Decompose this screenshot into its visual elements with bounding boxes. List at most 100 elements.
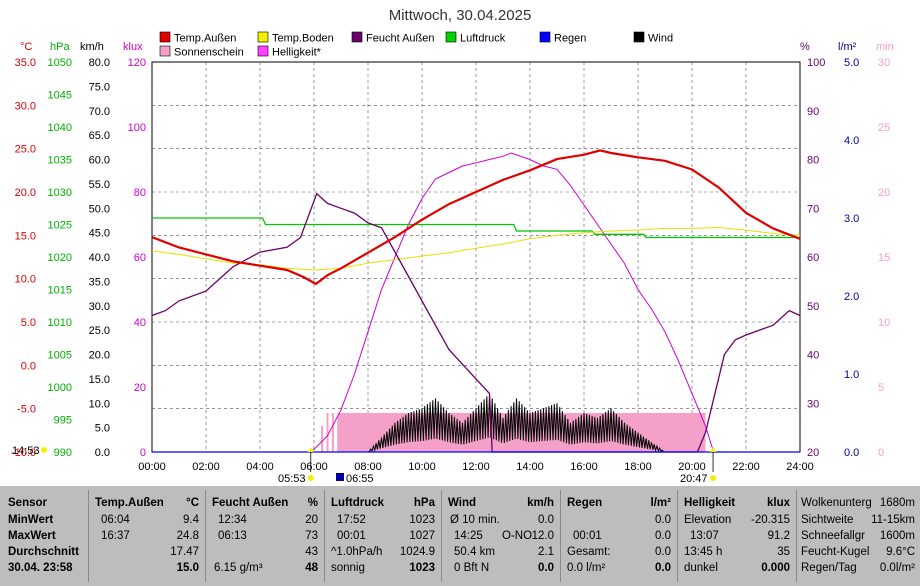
legend-swatch <box>257 45 269 57</box>
minwert-label: MinWert <box>8 514 54 526</box>
pct-tick: 90 <box>807 106 819 118</box>
legend-swatch <box>633 31 645 43</box>
rain-tick: 5.0 <box>844 57 859 69</box>
wind-distance: 50.4 km <box>454 546 495 558</box>
wind-max-value: 12.0 <box>531 530 554 542</box>
min-tick: 20 <box>878 187 890 199</box>
temp-tick: 5.0 <box>21 317 36 329</box>
x-tick: 16:00 <box>570 461 598 473</box>
wind-tick: 30.0 <box>89 301 110 313</box>
wind-tick: 65.0 <box>89 130 110 142</box>
x-tick: 04:00 <box>246 461 274 473</box>
wolkenunterg-label: Wolkenunterg <box>801 497 872 509</box>
temp-tick: -5.0 <box>17 404 36 416</box>
hpa-tick: 1035 <box>48 155 72 167</box>
unit-label: °C <box>20 41 32 53</box>
rain-tick: 4.0 <box>844 135 859 147</box>
current-time: 30.04. 23:58 <box>8 562 73 574</box>
wind-tick: 25.0 <box>89 325 110 337</box>
luft-forecast: sonnig <box>331 562 365 574</box>
wind-tick: 5.0 <box>95 423 110 435</box>
luft-header: Luftdruck <box>331 497 385 509</box>
unit-label: hPa <box>50 41 70 53</box>
temp-tick: 0.0 <box>21 360 36 372</box>
hell-state: dunkel <box>684 562 718 574</box>
hell-now-value: 0.000 <box>761 562 790 574</box>
wind-now-value: 0.0 <box>538 562 554 574</box>
moonrise-time: 14:53 <box>12 445 40 457</box>
temp-now-value: 15.0 <box>176 562 199 574</box>
temp-tick: 30.0 <box>15 100 36 112</box>
hpa-tick: 1000 <box>48 382 72 394</box>
legend: Temp.Außen Temp.Boden Feucht Außen Luftdruc… <box>159 31 673 59</box>
feucht-min-time: 12:34 <box>218 514 247 526</box>
helligkeit-line <box>310 152 715 453</box>
wind-tick: 50.0 <box>89 203 110 215</box>
wind-line <box>152 393 800 453</box>
klux-tick: 120 <box>128 57 146 69</box>
regen-now-value: 0.0 <box>655 562 671 574</box>
sichtweite-value: 11-15km <box>871 514 915 526</box>
regen-now-label: 0.0 l/m² <box>567 562 606 574</box>
hpa-tick: 1045 <box>48 90 72 102</box>
hell-unit: klux <box>766 497 790 509</box>
wind-tick: 15.0 <box>89 374 110 386</box>
temp-max-value: 24.8 <box>176 530 199 542</box>
stats-panel: Sensor MinWert MaxWert Durchschnitt 30.0… <box>0 486 920 586</box>
plot-area <box>151 149 801 453</box>
pct-tick: 20 <box>807 447 819 459</box>
regen-unit: l/m² <box>650 497 671 509</box>
wind-max-time: 14:25 <box>454 530 483 542</box>
col-regen: Regen l/m² 0.0 00:01 0.0 Gesamt: 0.0 0.0 l/… <box>560 490 677 582</box>
col-luftdruck: Luftdruck hPa 17:52 1023 00:01 1027 ^1.0hPa… <box>324 490 441 582</box>
pct-tick: 70 <box>807 203 819 215</box>
legend-label: Feucht Außen <box>366 33 435 45</box>
regen-max-time: 00:01 <box>573 530 602 542</box>
wind-beaufort: 0 Bft N <box>454 562 490 574</box>
legend-swatch <box>159 45 171 57</box>
sonnenschein-bar <box>342 413 345 452</box>
durchschnitt-label: Durchschnitt <box>8 546 79 558</box>
temp-min-time: 06:04 <box>101 514 130 526</box>
x-tick: 10:00 <box>408 461 436 473</box>
klux-tick: 0 <box>140 447 146 459</box>
temp-tick: 10.0 <box>15 274 36 286</box>
klux-tick: 80 <box>134 187 146 199</box>
temp-unit: °C <box>186 497 199 509</box>
luft-max-time: 00:01 <box>337 530 366 542</box>
wind-avg-label: Ø 10 min. <box>450 514 500 526</box>
luft-min-value: 1023 <box>409 514 435 526</box>
feucht-abs-humidity: 6.15 g/m³ <box>214 562 263 574</box>
axis-units: °C hPa km/h klux% l/m² min <box>20 41 894 53</box>
feucht-kugel-label: Feucht-Kugel <box>801 546 870 558</box>
min-tick: 25 <box>878 122 890 134</box>
temp-tick: 35.0 <box>15 57 36 69</box>
hpa-tick: 1025 <box>48 220 72 232</box>
sonnenschein-bar <box>331 413 334 452</box>
x-tick: 14:00 <box>516 461 544 473</box>
col-sensor: Sensor MinWert MaxWert Durchschnitt 30.0… <box>0 490 87 582</box>
hell-max-value: 91.2 <box>767 530 790 542</box>
wind-direction: O-NO <box>502 530 533 542</box>
sensor-header: Sensor <box>8 497 47 509</box>
sunset-time: 20:47 <box>680 473 708 485</box>
hell-elevation-label: Elevation <box>684 514 732 526</box>
temp-avg-value: 17.47 <box>170 546 199 558</box>
wolkenunterg-value: 1680m <box>879 497 915 509</box>
pct-tick: 40 <box>807 350 819 362</box>
legend-label: Sonnenschein <box>174 47 244 59</box>
luft-avg-value: 1024.9 <box>399 546 435 558</box>
wind-tick: 20.0 <box>89 350 110 362</box>
wind-tick: 10.0 <box>89 398 110 410</box>
regen-total-value: 0.0 <box>655 546 671 558</box>
rain-tick: 2.0 <box>844 291 859 303</box>
x-tick: 08:00 <box>354 461 382 473</box>
wind-header: Wind <box>448 497 476 509</box>
x-tick: 18:00 <box>624 461 652 473</box>
schneefallgr-label: Schneefallgr <box>801 530 865 542</box>
legend-label: Temp.Außen <box>174 33 236 45</box>
regen-tag-label: Regen/Tag <box>801 562 857 574</box>
col-wind: Wind km/h Ø 10 min. 0.0 14:25 O-NO 12.0 50.4… <box>441 490 560 582</box>
x-tick: 24:00 <box>786 461 814 473</box>
sun-markers: 14:53 05:53 06:55 20:47 <box>12 445 717 485</box>
